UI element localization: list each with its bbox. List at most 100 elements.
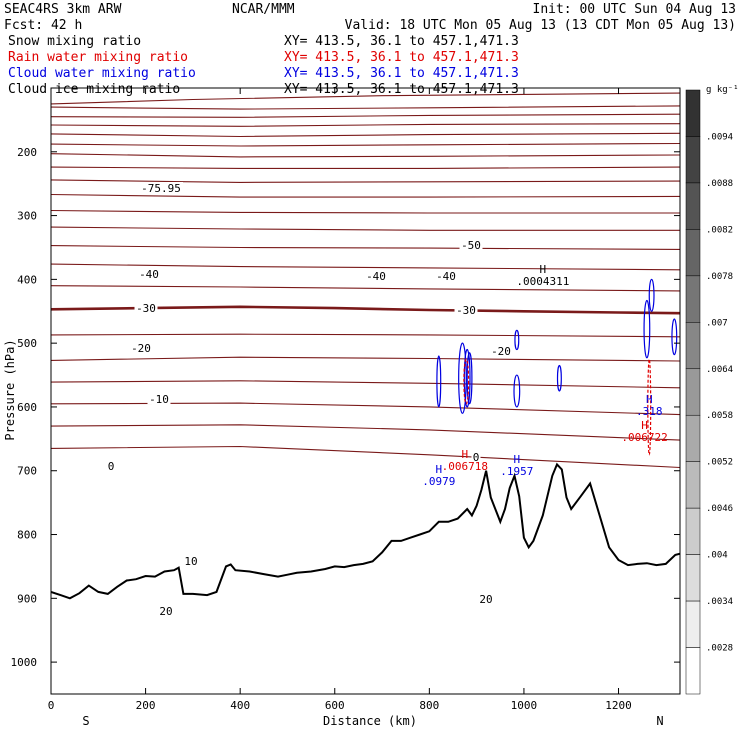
temperature-contour xyxy=(51,106,680,109)
cloud-water-contour xyxy=(558,365,562,391)
temperature-contour xyxy=(51,144,680,147)
colorbar-label: .0064 xyxy=(706,365,733,375)
colorbar-swatch xyxy=(686,508,700,554)
x-tick-label: 400 xyxy=(230,699,250,712)
field-section-coords: XY= 413.5, 36.1 to 457.1,471.3 xyxy=(284,50,519,65)
colorbar-label: .0034 xyxy=(706,597,733,607)
south-label: S xyxy=(82,714,89,728)
max-value: .0979 xyxy=(422,475,455,488)
colorbar-swatch xyxy=(686,555,700,601)
contour-label: -40 xyxy=(139,268,159,281)
temperature-contour xyxy=(51,133,680,136)
forecast-hour: Fcst: 42 h xyxy=(4,18,82,33)
contour-label-bg xyxy=(700,348,723,359)
x-tick-label: 1200 xyxy=(605,699,632,712)
contour-label: -10 xyxy=(701,395,721,408)
y-axis-label: Pressure (hPa) xyxy=(3,339,17,440)
colorbar-label: .0058 xyxy=(706,411,733,421)
contour-label: -75.95 xyxy=(141,182,181,195)
contour-label: -10 xyxy=(149,393,169,406)
north-label: N xyxy=(656,714,663,728)
max-value: .006722 xyxy=(621,431,667,444)
temperature-contour xyxy=(51,167,680,168)
y-tick-label: 400 xyxy=(17,273,37,286)
plot-area: -75.95-50-40-40-40-40-40-30-30-30-30-20-… xyxy=(11,88,740,712)
field-label: Rain water mixing ratio xyxy=(8,50,188,65)
field-label: Cloud water mixing ratio xyxy=(8,66,196,81)
y-tick-label: 200 xyxy=(17,146,37,159)
colorbar-swatch xyxy=(686,322,700,368)
y-tick-label: 800 xyxy=(17,529,37,542)
plot-contents: -75.95-50-40-40-40-40-40-30-30-30-30-20-… xyxy=(51,93,740,694)
colorbar-swatch xyxy=(686,369,700,415)
terrain-fill xyxy=(51,464,680,694)
colorbar-swatch xyxy=(686,415,700,461)
temperature-contour xyxy=(51,425,680,440)
temperature-contour xyxy=(51,286,680,291)
max-value: .318 xyxy=(636,405,663,418)
x-tick-label: 0 xyxy=(48,699,55,712)
contour-label-bg xyxy=(713,522,729,533)
y-tick-label: 900 xyxy=(17,592,37,605)
y-tick-label: 300 xyxy=(17,210,37,223)
temperature-contour xyxy=(51,114,680,117)
colorbar-swatch xyxy=(686,229,700,275)
colorbar-label: .0052 xyxy=(706,458,733,468)
valid-time: Valid: 18 UTC Mon 05 Aug 13 (13 CDT Mon … xyxy=(345,18,736,33)
contour-label: -20 xyxy=(491,345,511,358)
colorbar-label: .0082 xyxy=(706,225,733,235)
y-tick-label: 600 xyxy=(17,401,37,414)
x-tick-label: 800 xyxy=(419,699,439,712)
cloud-water-contour xyxy=(437,356,441,407)
contour-label: -20 xyxy=(131,342,151,355)
colorbar-label: .0088 xyxy=(706,179,733,189)
max-value: .0004311 xyxy=(516,275,569,288)
contour-label: 0 xyxy=(108,460,115,473)
contour-label: -40 xyxy=(436,270,456,283)
colorbar-label: .0028 xyxy=(706,644,733,654)
colorbar-label: .0094 xyxy=(706,132,733,142)
colorbar-swatch xyxy=(686,462,700,508)
init-time: Init: 00 UTC Sun 04 Aug 13 xyxy=(533,2,737,17)
temperature-contour xyxy=(51,403,680,415)
field-label: Cloud ice mixing ratio xyxy=(8,82,180,97)
colorbar-swatch xyxy=(686,90,700,136)
run-title: SEAC4RS 3km ARW xyxy=(4,2,122,17)
contour-label: 10 xyxy=(714,522,727,535)
field-section-coords: XY= 413.5, 36.1 to 457.1,471.3 xyxy=(284,66,519,81)
cloud-water-contour xyxy=(644,300,650,357)
y-tick-label: 700 xyxy=(17,465,37,478)
contour-label: -20 xyxy=(701,348,721,361)
contour-label: -50 xyxy=(461,239,481,252)
contour-label: 20 xyxy=(479,593,492,606)
x-axis-label: Distance (km) xyxy=(323,714,417,728)
temperature-contour xyxy=(51,154,680,157)
cloud-water-contour xyxy=(649,279,654,311)
contour-label: -40 xyxy=(366,270,386,283)
x-tick-label: 200 xyxy=(136,699,156,712)
cloud-water-contour xyxy=(514,375,520,407)
colorbar-label: .004 xyxy=(706,551,728,561)
contour-label: 20 xyxy=(159,605,172,618)
x-tick-label: 600 xyxy=(325,699,345,712)
temperature-contour xyxy=(51,334,680,337)
temperature-contour xyxy=(51,211,680,214)
y-tick-label: 500 xyxy=(17,337,37,350)
temperature-contour xyxy=(51,447,680,468)
colorbar-swatch xyxy=(686,276,700,322)
field-label: Snow mixing ratio xyxy=(8,34,141,49)
temperature-contour xyxy=(51,124,680,127)
temperature-contour xyxy=(51,381,680,388)
colorbar-swatch xyxy=(686,183,700,229)
field-section-coords: XY= 413.5, 36.1 to 457.1,471.3 xyxy=(284,34,519,49)
colorbar: .0094.0088.0082.0078.007.0064.0058.0052.… xyxy=(686,90,733,694)
colorbar-unit: g kg⁻¹ xyxy=(706,85,739,95)
colorbar-label: .007 xyxy=(706,318,728,328)
contour-label: 10 xyxy=(184,555,197,568)
contour-label-bg xyxy=(700,395,723,406)
max-value: .1957 xyxy=(500,465,533,478)
colorbar-swatch xyxy=(686,648,700,694)
max-value: .006718 xyxy=(442,460,488,473)
colorbar-swatch xyxy=(686,601,700,647)
